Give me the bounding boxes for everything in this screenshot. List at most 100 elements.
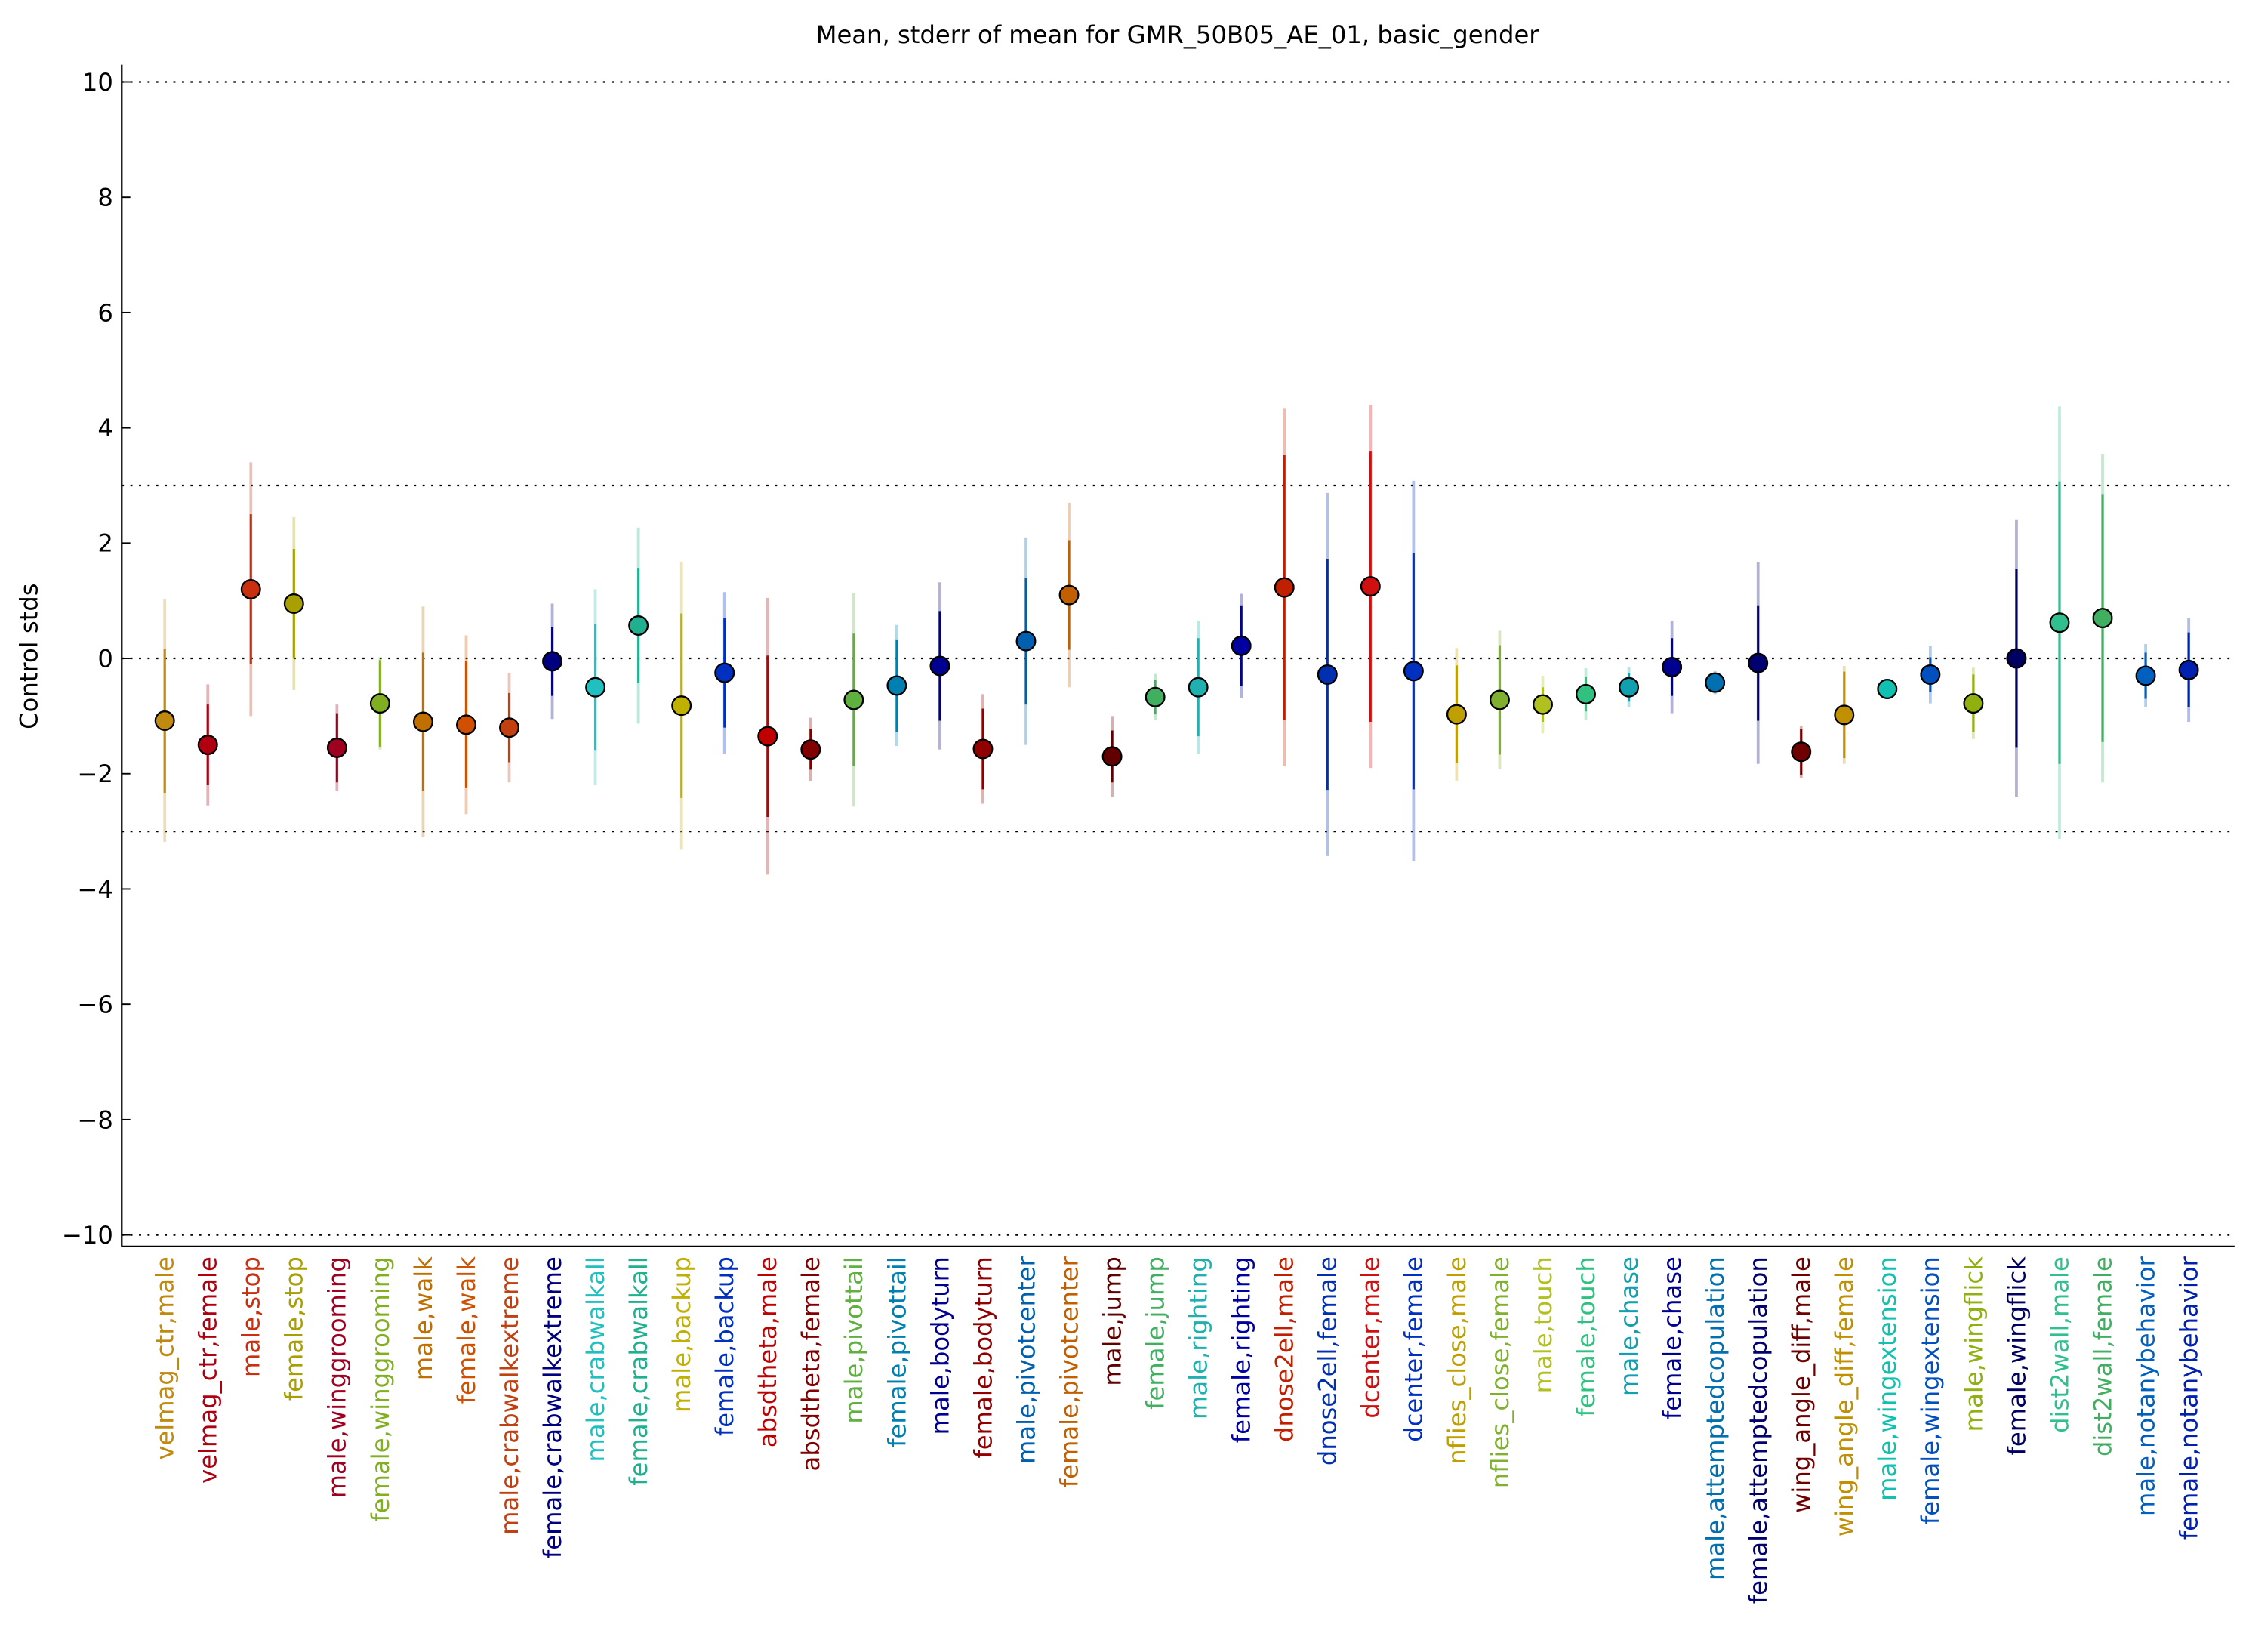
mean-marker bbox=[412, 711, 433, 732]
x-tick-label: female,backup bbox=[710, 1256, 739, 1436]
x-tick-label: female,notanybehavior bbox=[2174, 1256, 2203, 1540]
x-tick-label: male,chase bbox=[1615, 1256, 1644, 1396]
y-tick-label: −10 bbox=[62, 1221, 113, 1250]
mean-marker bbox=[1791, 741, 1812, 763]
x-tick-label: female,chase bbox=[1658, 1256, 1687, 1419]
mean-marker bbox=[628, 615, 649, 636]
x-tick-label: male,notanybehavior bbox=[2131, 1256, 2160, 1516]
x-tick-label: dcenter,male bbox=[1357, 1256, 1385, 1418]
x-tick-label: female,attemptedcopulation bbox=[1744, 1256, 1773, 1604]
x-tick-label: dcenter,female bbox=[1400, 1256, 1428, 1442]
mean-marker bbox=[1317, 664, 1338, 685]
x-tick-label: male,crabwalkextreme bbox=[495, 1256, 524, 1535]
mean-marker bbox=[1877, 679, 1898, 699]
x-tick-label: female,wingextension bbox=[1916, 1256, 1945, 1524]
mean-marker bbox=[1705, 672, 1726, 693]
y-tick-label: 4 bbox=[97, 414, 113, 442]
mean-marker bbox=[1963, 693, 1984, 714]
mean-marker bbox=[197, 735, 218, 756]
mean-marker bbox=[1145, 686, 1166, 707]
mean-marker bbox=[843, 689, 864, 710]
x-tick-label: wing_angle_diff,male bbox=[1787, 1256, 1816, 1513]
mean-marker bbox=[2006, 648, 2027, 669]
mean-marker bbox=[671, 695, 692, 717]
mean-marker bbox=[972, 738, 994, 760]
y-tick-label: −4 bbox=[77, 875, 113, 904]
y-axis-label: Control stds bbox=[14, 583, 43, 729]
x-tick-label: nflies_close,female bbox=[1486, 1256, 1514, 1488]
mean-marker bbox=[1058, 584, 1080, 606]
x-tick-label: male,crabwalkall bbox=[581, 1256, 610, 1462]
mean-marker bbox=[585, 677, 606, 698]
mean-marker bbox=[929, 655, 950, 677]
x-tick-label: male,pivotcenter bbox=[1012, 1256, 1040, 1464]
mean-marker bbox=[2178, 659, 2199, 680]
y-tick-label: 6 bbox=[97, 298, 113, 327]
y-tick-label: −6 bbox=[77, 991, 113, 1019]
y-tick-label: 0 bbox=[97, 644, 113, 673]
mean-marker bbox=[1403, 661, 1424, 682]
x-tick-label: female,walk bbox=[452, 1256, 481, 1404]
mean-marker bbox=[1446, 704, 1467, 725]
mean-marker bbox=[1619, 677, 1640, 698]
x-tick-label: male,backup bbox=[667, 1256, 696, 1413]
x-tick-label: absdtheta,male bbox=[753, 1256, 782, 1447]
mean-marker bbox=[1662, 657, 1683, 677]
x-tick-label: female,crabwalkextreme bbox=[538, 1256, 567, 1558]
mean-marker bbox=[1920, 664, 1941, 685]
mean-marker bbox=[1748, 652, 1769, 673]
y-tick-label: −8 bbox=[77, 1105, 113, 1134]
x-tick-label: male,walk bbox=[409, 1256, 438, 1380]
mean-marker bbox=[757, 726, 778, 747]
mean-marker bbox=[1015, 630, 1037, 652]
mean-marker bbox=[1360, 576, 1381, 597]
x-tick-label: nflies_close,male bbox=[1443, 1256, 1471, 1465]
x-tick-label: male,stop bbox=[237, 1256, 266, 1377]
mean-marker bbox=[1231, 635, 1252, 656]
x-tick-label: female,winggrooming bbox=[366, 1256, 395, 1521]
chart-title: Mean, stderr of mean for GMR_50B05_AE_01… bbox=[816, 20, 1540, 49]
x-tick-label: male,wingflick bbox=[1959, 1256, 1988, 1432]
y-tick-label: 2 bbox=[97, 529, 113, 558]
y-tick-label: −2 bbox=[77, 760, 113, 788]
x-tick-label: dnose2ell,male bbox=[1271, 1256, 1299, 1442]
x-tick-label: female,pivottail bbox=[883, 1256, 911, 1447]
x-tick-label: female,bodyturn bbox=[969, 1256, 997, 1458]
mean-marker bbox=[369, 693, 390, 714]
mean-marker bbox=[714, 662, 735, 683]
x-tick-label: male,righting bbox=[1185, 1256, 1213, 1419]
y-tick-label: 10 bbox=[82, 68, 113, 97]
mean-marker bbox=[1834, 704, 1855, 726]
x-tick-label: velmag_ctr,female bbox=[194, 1256, 223, 1484]
mean-marker bbox=[2135, 665, 2156, 686]
mean-marker bbox=[886, 675, 907, 696]
y-tick-label: 8 bbox=[97, 183, 113, 212]
mean-marker bbox=[542, 651, 563, 672]
x-tick-label: velmag_ctr,male bbox=[151, 1256, 180, 1460]
x-tick-label: dist2wall,male bbox=[2045, 1256, 2074, 1433]
x-tick-label: female,jump bbox=[1141, 1256, 1170, 1410]
x-tick-label: male,wingextension bbox=[1873, 1256, 1902, 1501]
mean-marker bbox=[2049, 612, 2070, 633]
mean-marker bbox=[1101, 746, 1123, 767]
mean-marker bbox=[456, 714, 476, 735]
x-tick-label: wing_angle_diff,female bbox=[1830, 1256, 1859, 1536]
mean-marker bbox=[1188, 677, 1209, 698]
x-tick-label: male,jump bbox=[1098, 1256, 1126, 1386]
mean-marker bbox=[283, 593, 304, 614]
x-tick-label: female,pivotcenter bbox=[1055, 1256, 1083, 1487]
x-tick-label: male,winggrooming bbox=[323, 1256, 352, 1498]
mean-marker bbox=[1489, 689, 1510, 710]
x-tick-label: dnose2ell,female bbox=[1314, 1256, 1342, 1466]
mean-marker bbox=[499, 717, 519, 738]
mean-marker bbox=[1576, 683, 1597, 704]
x-tick-label: female,stop bbox=[280, 1256, 309, 1401]
x-tick-label: female,wingflick bbox=[2002, 1256, 2031, 1456]
x-tick-label: male,attemptedcopulation bbox=[1701, 1256, 1730, 1580]
mean-marker bbox=[240, 578, 261, 599]
mean-marker bbox=[326, 737, 347, 758]
mean-marker bbox=[2092, 608, 2113, 629]
x-tick-label: dist2wall,female bbox=[2088, 1256, 2117, 1456]
mean-marker bbox=[154, 710, 175, 731]
